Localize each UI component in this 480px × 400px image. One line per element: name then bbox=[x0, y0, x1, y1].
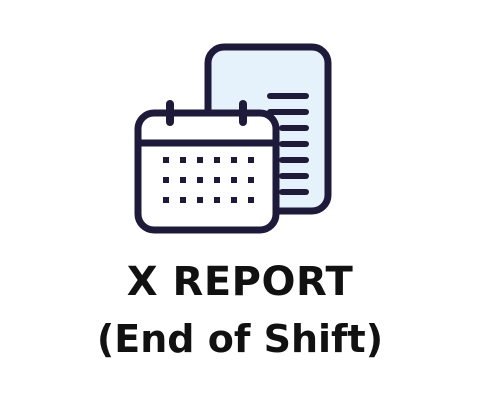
tile-title: X REPORT bbox=[126, 259, 354, 305]
tile-subtitle: (End of Shift) bbox=[96, 317, 384, 361]
calendar-icon bbox=[134, 100, 280, 234]
